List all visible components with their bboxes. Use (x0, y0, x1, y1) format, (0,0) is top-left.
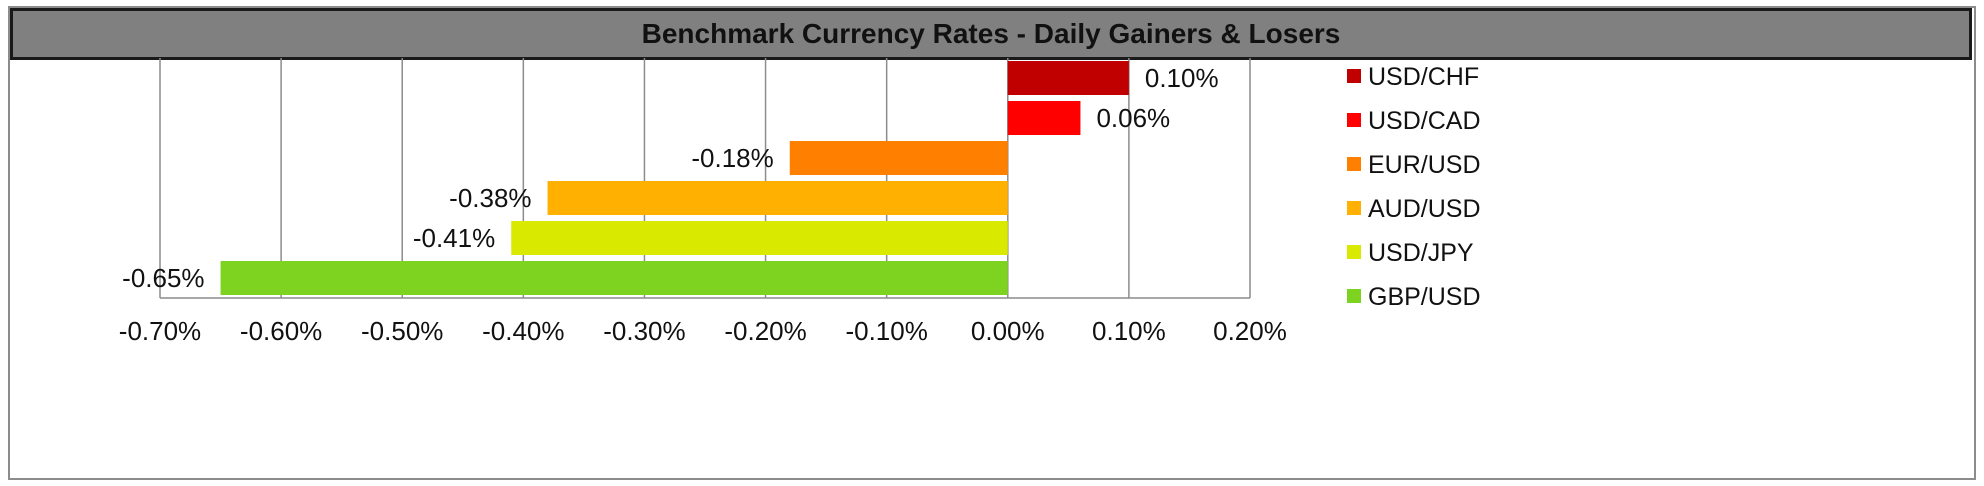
legend-label: EUR/USD (1368, 151, 1481, 179)
x-tick-label: 0.00% (971, 316, 1045, 346)
legend-label: USD/CAD (1368, 107, 1481, 135)
legend-label: GBP/USD (1368, 283, 1481, 311)
x-tick-label: -0.50% (361, 316, 443, 346)
bar (789, 141, 1008, 175)
legend-swatch (1347, 201, 1361, 215)
x-tick-label: -0.20% (724, 316, 806, 346)
legend: USD/CHF USD/CAD EUR/USD AUD/USD USD/JPY GBP/U… (1347, 63, 1481, 311)
data-label: -0.38% (449, 183, 531, 213)
legend-swatch (1347, 157, 1361, 171)
legend-label: AUD/USD (1368, 195, 1481, 223)
legend-swatch (1347, 69, 1361, 83)
gridlines (159, 58, 1251, 299)
chart-title: Benchmark Currency Rates - Daily Gainers… (641, 18, 1341, 49)
bars (220, 61, 1129, 295)
x-tick-label: -0.70% (119, 316, 201, 346)
data-labels: 0.10% 0.06% -0.18% -0.38% -0.41% -0.65% (122, 63, 1218, 293)
x-tick-label: 0.10% (1092, 316, 1166, 346)
x-tick-label: -0.10% (845, 316, 927, 346)
x-tick-label: -0.40% (482, 316, 564, 346)
data-label: 0.06% (1096, 103, 1170, 133)
x-tick-label: -0.30% (603, 316, 685, 346)
chart-title-bar: Benchmark Currency Rates - Daily Gainers… (10, 8, 1972, 60)
legend-swatch (1347, 289, 1361, 303)
bar (1007, 101, 1081, 135)
legend-swatch (1347, 245, 1361, 259)
legend-label: USD/CHF (1368, 63, 1479, 91)
x-tick-label: -0.60% (240, 316, 322, 346)
x-tick-label: 0.20% (1213, 316, 1287, 346)
bar (1007, 61, 1129, 95)
data-label: -0.41% (413, 223, 495, 253)
legend-swatch (1347, 113, 1361, 127)
data-label: -0.18% (691, 143, 773, 173)
data-label: -0.65% (122, 263, 204, 293)
bar (547, 181, 1008, 215)
data-label: 0.10% (1145, 63, 1219, 93)
x-axis-ticks: -0.70% -0.60% -0.50% -0.40% -0.30% -0.20% -0.1… (119, 316, 1287, 346)
bar (511, 221, 1008, 255)
bar (220, 261, 1008, 295)
legend-label: USD/JPY (1368, 239, 1474, 267)
